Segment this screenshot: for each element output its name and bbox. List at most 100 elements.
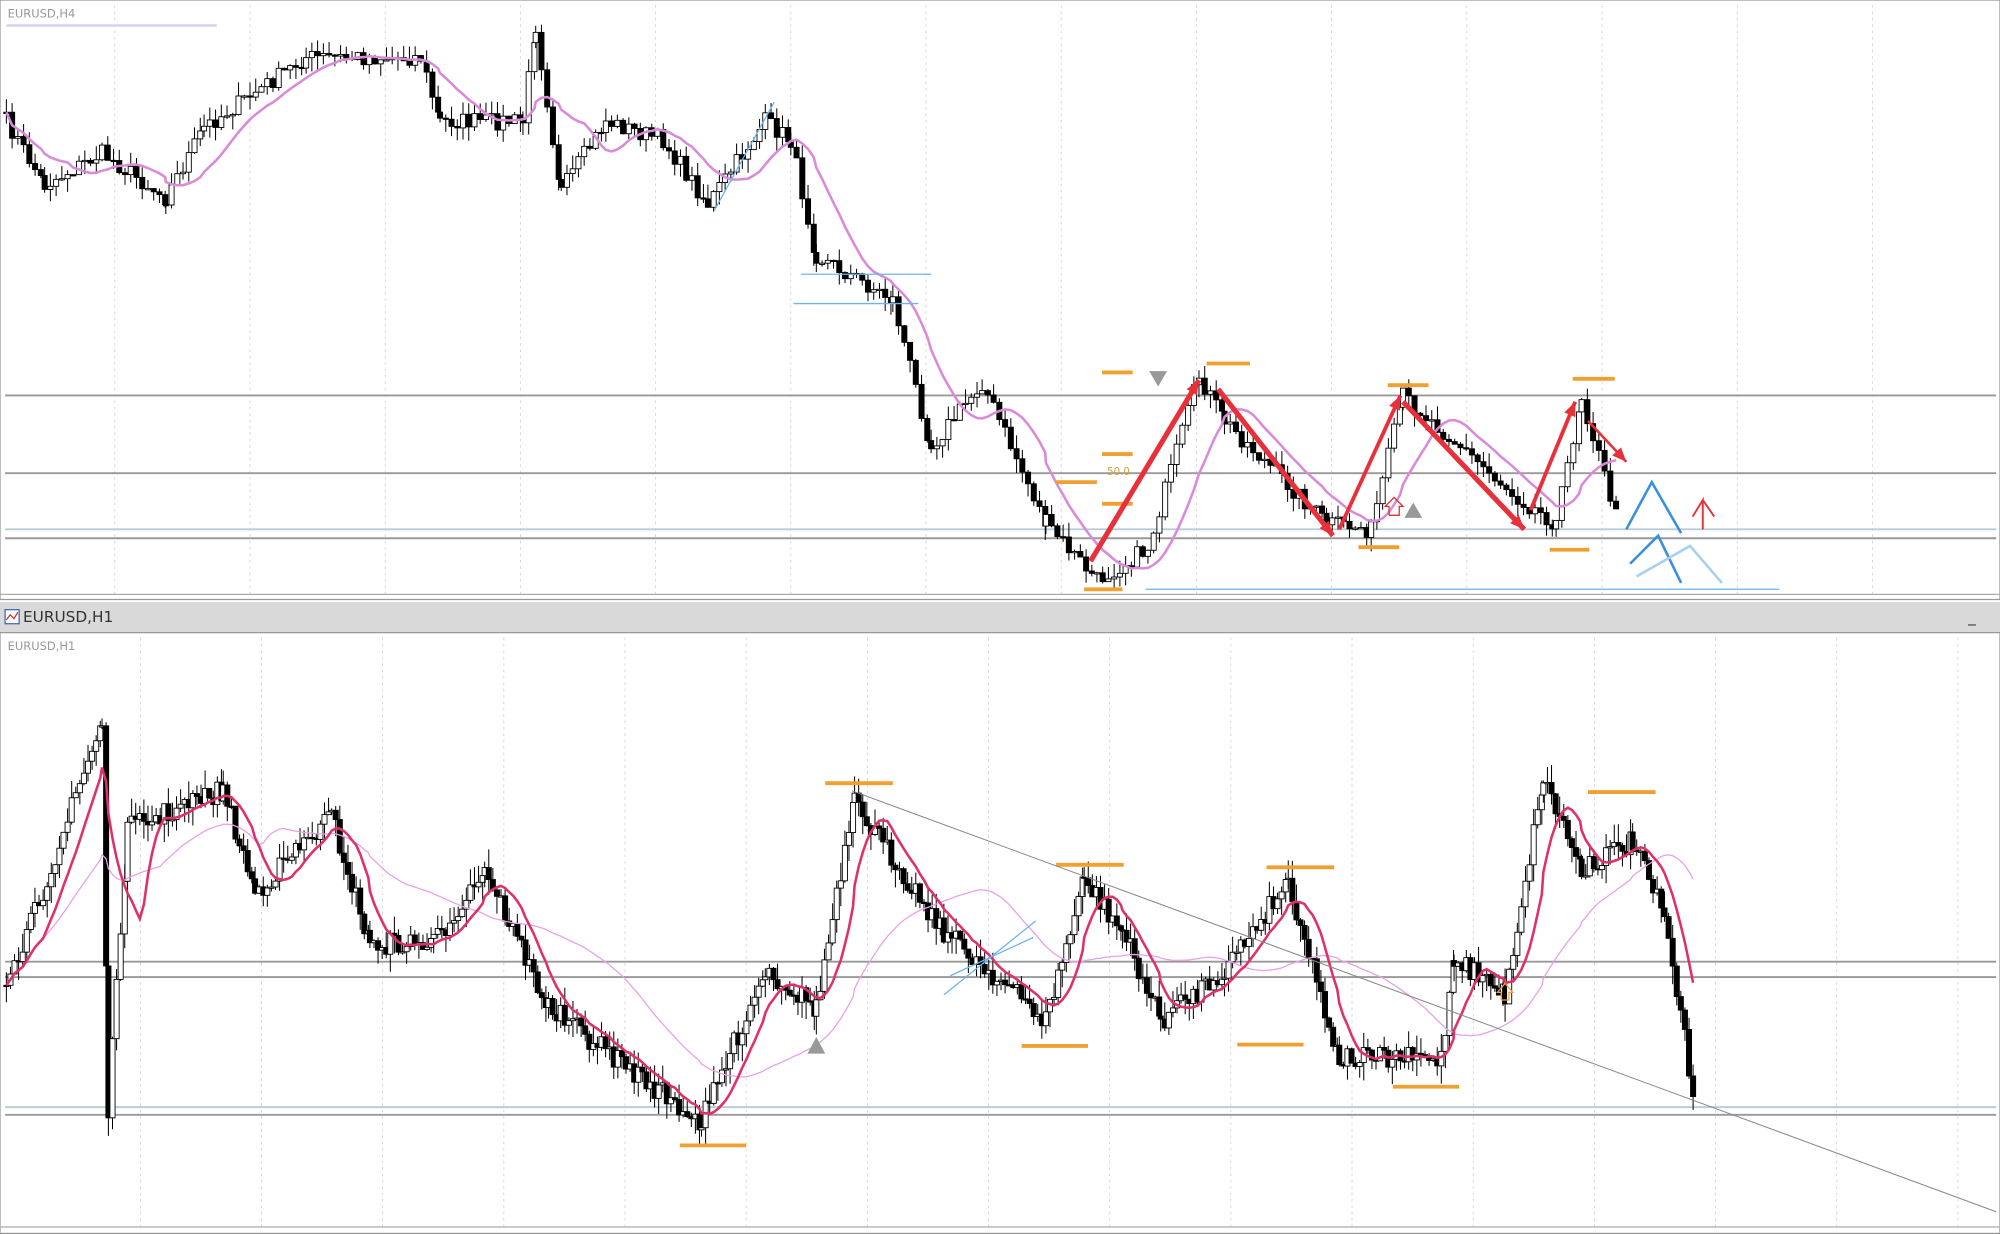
candle-body xyxy=(375,940,382,951)
candle-body xyxy=(1013,448,1020,460)
arrow-icon xyxy=(1496,982,1515,1001)
candle-body xyxy=(80,772,87,785)
candle-body xyxy=(438,928,445,931)
candle-body xyxy=(1261,458,1268,461)
candle-body xyxy=(677,155,684,165)
candle-body xyxy=(714,1082,721,1085)
candle-body xyxy=(1297,919,1304,926)
candle-body xyxy=(1568,838,1575,848)
candle-body xyxy=(1227,421,1234,425)
candle-body xyxy=(1532,507,1539,515)
candle-body xyxy=(366,929,373,944)
candle-body xyxy=(830,259,837,263)
candle-body xyxy=(93,159,100,164)
candle-body xyxy=(582,1025,589,1035)
candle-body xyxy=(248,871,255,880)
candle-body xyxy=(1063,943,1070,963)
candle-body xyxy=(1258,919,1265,931)
candle-body xyxy=(1025,471,1032,485)
projection xyxy=(1629,533,1683,584)
candle-body xyxy=(264,78,271,88)
candle-body xyxy=(1018,984,1025,1000)
candle-body xyxy=(842,272,849,280)
trend-arrow xyxy=(1528,401,1578,511)
moving-average xyxy=(5,823,1694,1078)
buy-marker xyxy=(1404,502,1423,518)
candle-body xyxy=(1578,399,1585,413)
candle-body xyxy=(1301,924,1308,940)
candle-body xyxy=(1201,377,1208,395)
candle-body xyxy=(933,445,940,450)
candle-body xyxy=(1111,576,1118,580)
candle-body xyxy=(974,393,981,398)
window-title: EURUSD,H1 xyxy=(23,608,113,626)
candle-body xyxy=(1051,996,1058,1000)
candle-body xyxy=(1582,875,1589,878)
candle-body xyxy=(1085,877,1092,886)
candle-body xyxy=(268,886,275,889)
candle-body xyxy=(1002,419,1009,428)
candle-body xyxy=(1686,1029,1693,1077)
candle-body xyxy=(47,185,54,190)
candle-body xyxy=(500,115,507,131)
candle-body xyxy=(602,1036,609,1050)
window-titlebar[interactable] xyxy=(0,602,2000,633)
candle-body xyxy=(957,930,964,940)
candle-body xyxy=(614,1050,621,1068)
candle-body xyxy=(1548,782,1555,795)
candle-body xyxy=(463,899,470,910)
candle-body xyxy=(1661,907,1668,918)
candle-body xyxy=(1093,572,1100,575)
candle-body xyxy=(1139,546,1146,557)
candle-body xyxy=(1144,549,1151,557)
candle-body xyxy=(544,69,551,108)
candle-body xyxy=(252,878,259,894)
candle-body xyxy=(1105,578,1112,583)
candle-body xyxy=(710,191,717,208)
candle-body xyxy=(563,173,570,188)
candle-body xyxy=(1218,978,1225,986)
candle-body xyxy=(1669,937,1676,967)
candle-body xyxy=(72,792,79,799)
candle-body xyxy=(876,288,883,291)
candle-body xyxy=(989,969,996,986)
candle-body xyxy=(1030,1003,1037,1017)
candle-body xyxy=(1055,969,1062,998)
candle-body xyxy=(1451,441,1458,445)
candle-body xyxy=(1368,1049,1375,1061)
candle-body xyxy=(502,895,509,922)
candle-body xyxy=(1036,500,1043,507)
candle-body xyxy=(666,147,672,152)
candle-body xyxy=(799,157,806,200)
candle-body xyxy=(247,95,253,98)
candle-body xyxy=(1665,916,1672,939)
candle-body xyxy=(888,839,895,866)
candle-body xyxy=(177,803,184,809)
candle-body xyxy=(928,440,935,450)
candle-body xyxy=(643,1071,650,1090)
candle-body xyxy=(1088,570,1095,574)
candle-body xyxy=(993,980,1000,986)
candle-body xyxy=(1474,454,1481,463)
candle-body xyxy=(1134,546,1141,568)
candle-body xyxy=(803,987,810,1002)
candle-body xyxy=(44,886,51,901)
bottom-chart-label: EURUSD,H1 xyxy=(8,639,76,653)
candle-body xyxy=(745,149,752,160)
candle-body xyxy=(1225,961,1232,979)
candle-body xyxy=(1042,1011,1049,1027)
candle-body xyxy=(676,1099,683,1116)
candle-body xyxy=(1305,938,1312,959)
candle-body xyxy=(1229,951,1236,963)
candle-body xyxy=(41,175,48,190)
candle-body xyxy=(984,390,991,396)
candle-body xyxy=(460,113,467,129)
candle-body xyxy=(485,867,492,880)
candle-body xyxy=(442,117,449,120)
candle-body xyxy=(26,144,33,164)
candle-body xyxy=(530,959,537,973)
candle-body xyxy=(836,260,843,274)
minimize-button[interactable]: _ xyxy=(1967,608,1976,627)
candle-body xyxy=(635,1066,642,1083)
candle-body xyxy=(1564,462,1571,488)
